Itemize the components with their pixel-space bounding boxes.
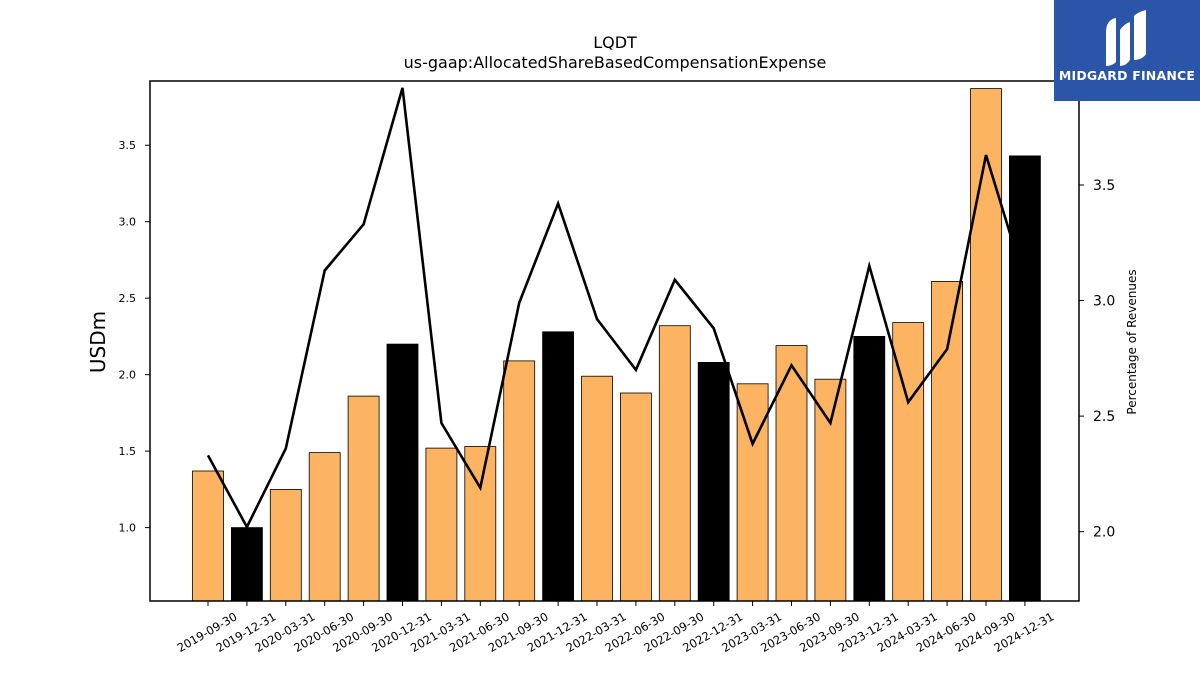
y-tick-label: 1.0 (119, 522, 137, 535)
y2-axis-ticks: 2.0 2.5 3.0 3.5 (1079, 178, 1115, 541)
bar-2023-03-31 (736, 383, 769, 602)
bar-2022-03-31 (581, 375, 613, 602)
bar-2022-12-31 (697, 361, 730, 602)
y2-tick-label: 3.0 (1093, 294, 1115, 310)
bar-2023-06-30 (775, 345, 808, 602)
chart-subtitle: us-gaap:AllocatedShareBasedCompensationE… (404, 53, 827, 72)
revenue-percentage-line (206, 87, 1027, 530)
y-tick-label: 2.5 (119, 292, 137, 305)
bar-2023-09-30 (814, 378, 847, 602)
y2-tick-label: 3.5 (1093, 178, 1115, 194)
bar-2019-09-30 (192, 470, 224, 602)
y-tick-label: 1.5 (119, 445, 137, 458)
bar-2024-12-31 (1009, 155, 1041, 602)
bar-2022-09-30 (658, 325, 691, 602)
y-tick-label: 3.5 (119, 139, 137, 152)
logo-text: MIDGARD FINANCE (1058, 68, 1196, 83)
x-axis-ticks: 2019-09-302019-12-312020-03-312020-06-30… (175, 601, 1056, 655)
bar-2021-03-31 (425, 447, 458, 602)
y-tick-label: 2.0 (119, 369, 137, 382)
y2-axis-label: Percentage of Revenues (1125, 269, 1139, 414)
bar-2020-06-30 (308, 452, 341, 602)
bar-2020-09-30 (347, 395, 380, 602)
y-tick-label: 3.0 (119, 216, 137, 229)
y2-tick-label: 2.0 (1093, 525, 1115, 541)
bar-2021-09-30 (503, 360, 536, 602)
brand-logo: MIDGARD FINANCE (1054, 0, 1200, 101)
bar-2020-03-31 (269, 488, 302, 602)
midgard-logo-icon (1106, 10, 1146, 66)
bar-2023-12-31 (853, 335, 886, 602)
bar-2021-12-31 (542, 331, 574, 602)
y2-tick-label: 2.5 (1093, 409, 1115, 425)
bar-2022-06-30 (620, 392, 652, 602)
chart-title: LQDT (593, 33, 637, 52)
bar-2024-06-30 (931, 280, 963, 602)
plot-frame (149, 80, 1080, 602)
line-series (206, 87, 1027, 530)
bar-2024-09-30 (970, 88, 1002, 602)
bar-series (192, 88, 1041, 602)
bar-2019-12-31 (230, 527, 263, 602)
bar-2020-12-31 (386, 343, 419, 602)
y-axis-ticks: 1.0 1.5 2.0 2.5 3.0 3.5 (119, 139, 150, 535)
y-axis-label: USDm (86, 311, 110, 373)
